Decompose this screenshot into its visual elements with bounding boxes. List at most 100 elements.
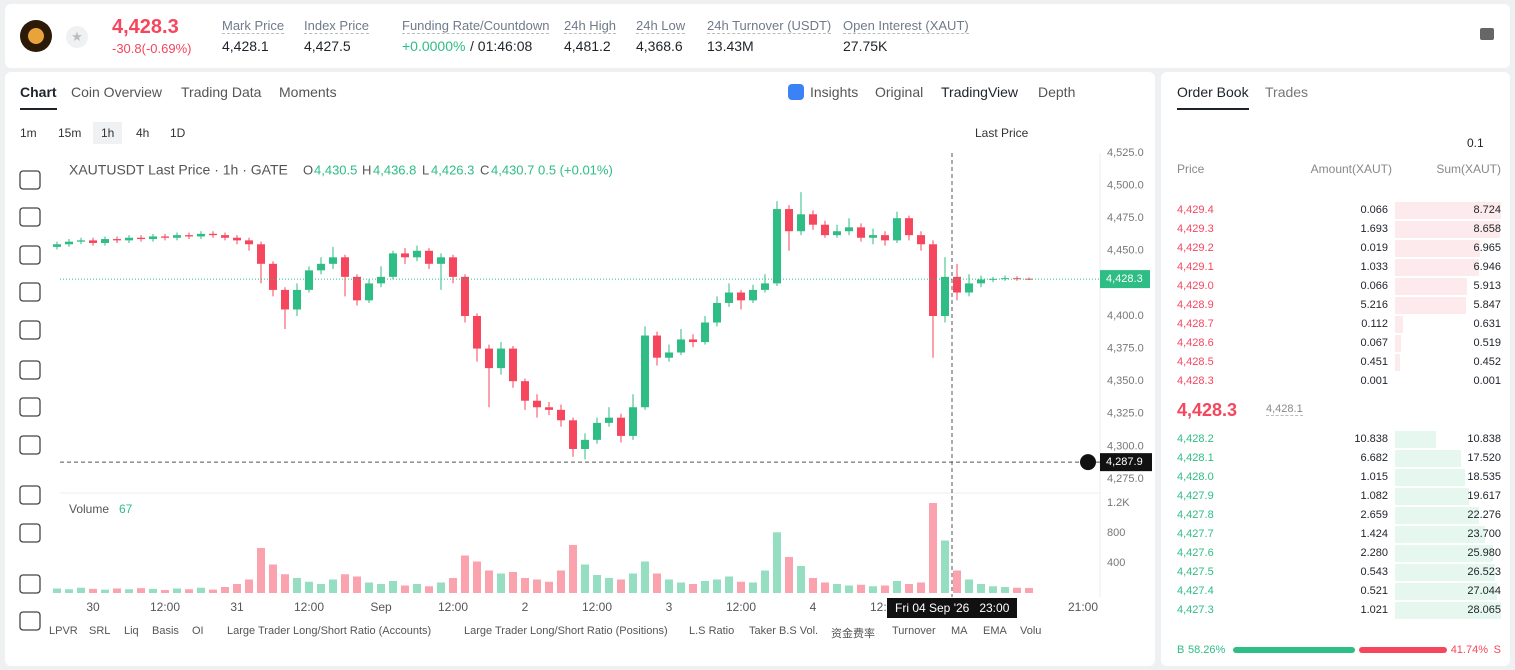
stat-label: Open Interest (XAUT) xyxy=(843,18,969,34)
book-sum: 8.724 xyxy=(1473,204,1501,216)
candle-body xyxy=(173,235,181,238)
indicator[interactable]: Taker B.S Vol. xyxy=(749,625,819,637)
drawing-tool xyxy=(19,170,41,190)
book-mark: 4,428.1 xyxy=(1266,403,1303,416)
stat-label: 24h Turnover (USDT) xyxy=(707,18,832,34)
volume-bar xyxy=(845,585,853,593)
stat-value: 4,368.6 xyxy=(636,38,683,54)
x-tick-label: 4 xyxy=(810,600,817,614)
drawing-tool xyxy=(19,360,41,380)
book-sum: 25.980 xyxy=(1467,547,1501,559)
book-amount: 0.451 xyxy=(1360,356,1388,368)
indicator[interactable]: Liq xyxy=(124,625,139,637)
book-sum: 0.001 xyxy=(1473,375,1501,387)
book-sum: 6.946 xyxy=(1473,261,1501,273)
indicator[interactable]: MA xyxy=(951,625,968,637)
candle-body xyxy=(449,257,457,277)
indicator[interactable]: Large Trader Long/Short Ratio (Accounts) xyxy=(227,625,432,637)
interval[interactable]: 1h xyxy=(93,122,123,144)
volume-bar xyxy=(209,589,217,593)
book-tab[interactable]: Trades xyxy=(1265,84,1309,100)
volume-bar xyxy=(269,564,277,593)
drawing-tool xyxy=(19,282,41,302)
depth-bar xyxy=(1395,583,1498,600)
candle-body xyxy=(653,335,661,358)
depth-bar xyxy=(1395,431,1436,448)
indicator[interactable]: Volu xyxy=(1020,625,1042,637)
ai-icon[interactable] xyxy=(788,84,804,100)
book-price: 4,428.2 xyxy=(1177,433,1214,445)
volume-bar xyxy=(413,584,421,593)
chart-tab[interactable]: Coin Overview xyxy=(71,84,163,100)
book-price: 4,428.0 xyxy=(1177,471,1214,483)
volume-bar xyxy=(341,574,349,593)
book-sum: 5.913 xyxy=(1473,280,1501,292)
indicator[interactable]: 资金费率 xyxy=(831,628,875,640)
volume-bar xyxy=(425,586,433,593)
view-tab[interactable]: TradingView xyxy=(941,84,1019,100)
buy-ratio: 58.26% xyxy=(1188,644,1226,656)
favorite-star[interactable]: ★ xyxy=(66,26,88,48)
crosshair-time-tag xyxy=(887,598,1017,618)
stat-value: 4,481.2 xyxy=(564,38,611,54)
volume-bar xyxy=(365,582,373,593)
candle-body xyxy=(425,250,433,264)
y-tick-label: 4,475.0 xyxy=(1107,212,1144,224)
volume-bar xyxy=(221,587,229,593)
menu-icon[interactable] xyxy=(1480,28,1494,40)
indicator[interactable]: Basis xyxy=(152,625,179,637)
indicator[interactable]: SRL xyxy=(89,625,111,637)
depth-bar xyxy=(1395,564,1496,581)
interval[interactable]: 1D xyxy=(170,126,186,140)
ohlc-legend: 4,430.7 xyxy=(491,162,534,177)
volume-bar xyxy=(377,584,385,593)
price-change: -30.8(-0.69%) xyxy=(112,41,192,56)
chart-tab[interactable]: Trading Data xyxy=(181,84,262,100)
book-sum: 26.523 xyxy=(1467,566,1501,578)
candle-body xyxy=(137,237,145,240)
volume-bar xyxy=(881,585,889,593)
volume-bar xyxy=(773,532,781,593)
candle-body xyxy=(905,218,913,236)
indicator[interactable]: OI xyxy=(192,625,204,637)
view-tab[interactable]: Original xyxy=(875,84,924,100)
book-price: 4,428.3 xyxy=(1177,375,1214,387)
last-price-label: 4,428.3 xyxy=(1106,273,1143,285)
stat-label: 24h High xyxy=(564,18,617,34)
book-amount: 1.033 xyxy=(1360,261,1388,273)
interval[interactable]: 1m xyxy=(20,126,37,140)
indicator[interactable]: EMA xyxy=(983,625,1007,637)
candle-body xyxy=(941,276,949,316)
volume-bar xyxy=(929,503,937,593)
volume-bar xyxy=(569,545,577,593)
indicator[interactable]: Large Trader Long/Short Ratio (Positions… xyxy=(464,625,668,637)
indicator[interactable]: LPVR xyxy=(49,625,78,637)
view-tab[interactable]: Insights xyxy=(810,84,859,100)
price-type[interactable]: Last Price xyxy=(975,126,1029,140)
sell-bar xyxy=(1359,647,1447,653)
candle-body xyxy=(221,235,229,238)
volume-bar xyxy=(665,579,673,593)
interval[interactable]: 4h xyxy=(136,126,150,140)
candle-body xyxy=(689,339,697,343)
volume-bar xyxy=(437,582,445,593)
candle-body xyxy=(125,237,133,241)
volume-title: Volume xyxy=(69,502,109,516)
candle-body xyxy=(329,257,337,264)
crosshair-time-label: Fri 04 Sep '26 23:00 xyxy=(895,601,1010,615)
book-tab[interactable]: Order Book xyxy=(1177,84,1249,110)
precision[interactable]: 0.1 xyxy=(1467,136,1484,150)
chart-tab[interactable]: Chart xyxy=(20,84,57,110)
depth-bar xyxy=(1395,278,1467,295)
candle-body xyxy=(893,218,901,241)
depth-bar xyxy=(1395,450,1462,467)
view-tab[interactable]: Depth xyxy=(1038,84,1076,100)
book-amount: 0.521 xyxy=(1360,585,1388,597)
indicator[interactable]: L.S Ratio xyxy=(689,625,735,637)
interval[interactable]: 15m xyxy=(58,126,82,140)
indicator[interactable]: Turnover xyxy=(892,625,936,637)
ohlc-legend: 4,436.8 xyxy=(373,162,416,177)
book-price: 4,427.9 xyxy=(1177,490,1214,502)
chart-tab[interactable]: Moments xyxy=(279,84,337,100)
volume-bar xyxy=(473,561,481,593)
